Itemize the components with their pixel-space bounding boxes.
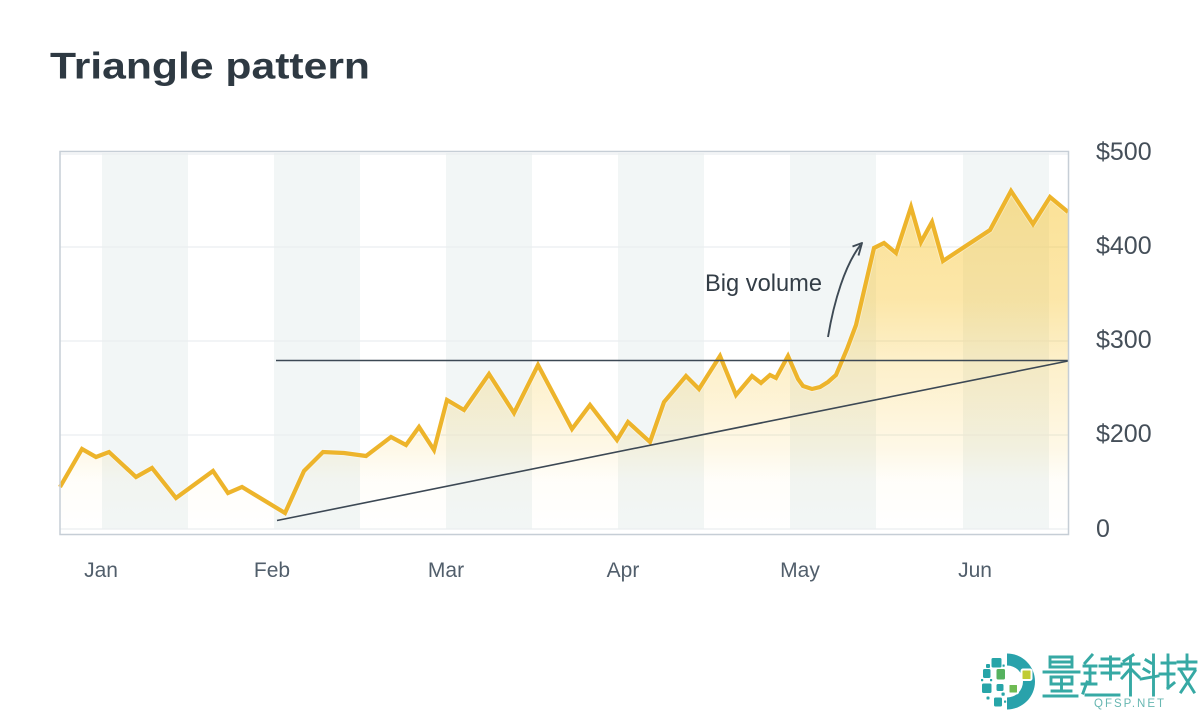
svg-text:Feb: Feb	[254, 559, 290, 582]
svg-text:Big volume: Big volume	[705, 270, 822, 297]
svg-text:QFSP.NET: QFSP.NET	[1094, 698, 1166, 710]
svg-text:May: May	[780, 559, 820, 582]
svg-text:0: 0	[1096, 515, 1110, 543]
svg-text:$500: $500	[1096, 138, 1152, 166]
svg-text:$400: $400	[1096, 232, 1152, 260]
svg-text:$200: $200	[1096, 420, 1152, 448]
svg-text:Apr: Apr	[607, 559, 640, 582]
svg-text:Triangle pattern: Triangle pattern	[50, 46, 370, 87]
svg-text:Jan: Jan	[84, 559, 118, 582]
svg-text:Mar: Mar	[428, 559, 464, 582]
svg-text:$300: $300	[1096, 326, 1152, 354]
svg-text:Jun: Jun	[958, 559, 992, 582]
